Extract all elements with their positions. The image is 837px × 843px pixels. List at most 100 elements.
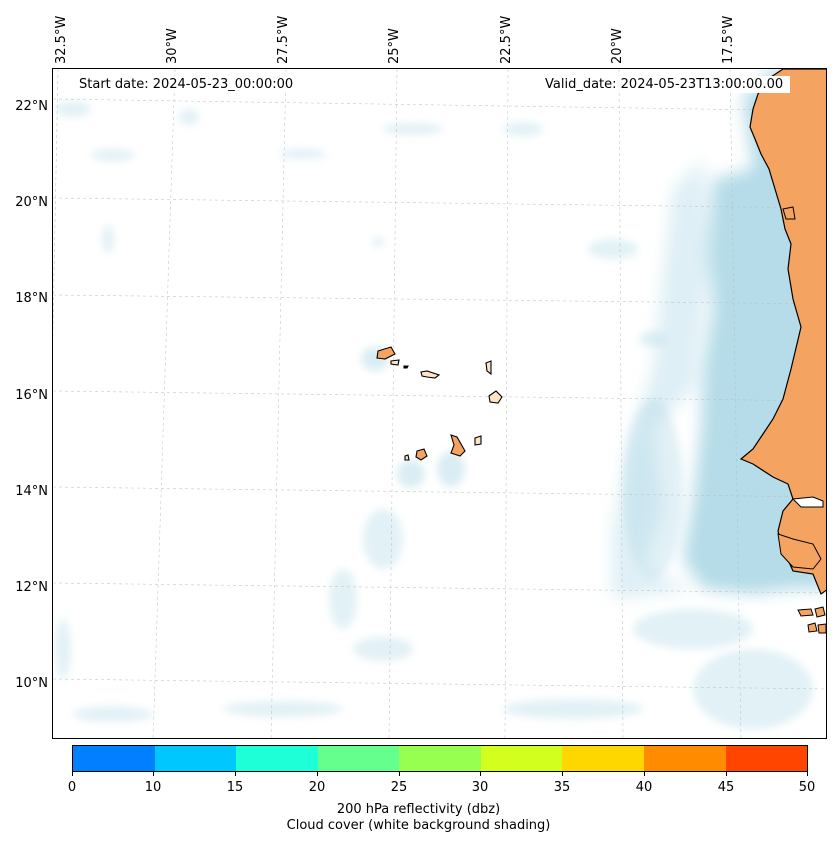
bijagos-island-2 — [814, 606, 826, 618]
colorbar-tickmark — [562, 772, 563, 776]
island-fogo — [415, 448, 428, 461]
reflectivity-colorbar — [72, 745, 808, 772]
grid-line-lon-27-5 — [270, 69, 287, 738]
grid-line-lon-30 — [152, 69, 176, 738]
cloud-patch — [588, 239, 638, 259]
colorbar-tick-10: 10 — [144, 780, 162, 795]
colorbar-tick-40: 40 — [635, 780, 653, 795]
colorbar-tick-25: 25 — [390, 780, 408, 795]
bijagos-island-4 — [817, 623, 826, 634]
colorbar-tick-15: 15 — [226, 780, 244, 795]
lon-label-30w: 30°W — [165, 28, 180, 64]
colorbar-segment-20-25 — [317, 746, 400, 771]
lon-label-32-5w: 32.5°W — [54, 15, 69, 64]
colorbar-tick-30: 30 — [471, 780, 489, 795]
island-cloud-cover — [361, 347, 465, 488]
cloud-patch — [73, 706, 153, 722]
colorbar-segment-30-35 — [480, 746, 563, 771]
bijagos-island-1 — [797, 608, 814, 617]
colorbar-tick-50: 50 — [798, 780, 816, 795]
island-santa-luzia — [403, 365, 409, 369]
colorbar-tickmark — [480, 772, 481, 776]
cloud-patch — [55, 619, 71, 679]
colorbar-tickmark — [399, 772, 400, 776]
colorbar-tick-35: 35 — [553, 780, 571, 795]
grid-line-lon-20 — [618, 69, 624, 738]
cloud-patch — [279, 149, 327, 159]
island-sal — [485, 360, 492, 376]
lon-label-17-5w: 17.5°W — [721, 15, 736, 64]
cloud-patch — [372, 237, 384, 247]
lon-label-27-5w: 27.5°W — [276, 15, 291, 64]
cloud-patch — [353, 637, 413, 661]
colorbar-segment-35-40 — [562, 746, 644, 771]
lat-label-18n: 18°N — [15, 291, 48, 306]
cap-vert-peninsula — [782, 206, 796, 220]
colorbar-label-cloud-cover: Cloud cover (white background shading) — [286, 818, 551, 833]
cloud-patch — [329, 569, 357, 629]
island-brava — [404, 454, 410, 461]
lon-label-22-5w: 22.5°W — [499, 15, 514, 64]
island-boa-vista — [488, 390, 503, 404]
cloud-patch — [91, 149, 135, 161]
island-sao-vicente — [390, 359, 400, 366]
colorbar-segment-40-45 — [643, 746, 726, 771]
grid-line-lat-18 — [53, 294, 826, 305]
gambia-river — [791, 496, 824, 508]
lon-label-20w: 20°W — [610, 28, 625, 64]
valid-date-label: Valid_date: 2024-05-23T13:00:00.00 — [538, 76, 791, 93]
island-sao-nicolau — [420, 370, 441, 379]
colorbar-segment-45-50 — [725, 746, 808, 771]
lat-label-10n: 10°N — [15, 676, 48, 691]
cloud-patch — [102, 225, 114, 253]
cloud-patch — [179, 109, 199, 125]
cloud-patch — [383, 123, 443, 135]
lat-label-12n: 12°N — [15, 580, 48, 595]
grid-line-lon-17-5 — [729, 69, 742, 738]
cloud-band-shape-faint — [613, 159, 708, 599]
colorbar-tickmark — [72, 772, 73, 776]
colorbar-tickmark — [644, 772, 645, 776]
graticule — [53, 69, 826, 738]
guinea-bissau-coast-islands — [777, 533, 822, 570]
colorbar-tick-45: 45 — [717, 780, 735, 795]
grid-line-lat-20 — [53, 197, 826, 209]
colorbar-tickmark — [807, 772, 808, 776]
lat-label-22n: 22°N — [15, 99, 48, 114]
colorbar-tick-20: 20 — [308, 780, 326, 795]
lat-label-14n: 14°N — [15, 484, 48, 499]
cloud-patch — [397, 460, 425, 488]
grid-line-lon-25 — [388, 69, 398, 738]
cloud-patch — [55, 101, 91, 117]
map-panel[interactable] — [52, 68, 827, 739]
bijagos-island-3 — [807, 622, 818, 633]
lon-label-25w: 25°W — [387, 28, 402, 64]
cloud-patch — [223, 701, 343, 717]
map-canvas — [53, 69, 826, 738]
cloud-patch — [503, 122, 543, 136]
cloud-patch — [363, 509, 403, 569]
colorbar-tick-0: 0 — [67, 780, 77, 795]
colorbar-tickmark — [726, 772, 727, 776]
grid-line-lon-22-5 — [504, 69, 509, 738]
colorbar-segment-25-30 — [399, 746, 481, 771]
colorbar-segment-15-20 — [236, 746, 318, 771]
colorbar-label-reflectivity: 200 hPa reflectivity (dbz) — [336, 802, 501, 817]
lat-label-20n: 20°N — [15, 195, 48, 210]
cloud-patch — [633, 609, 753, 649]
start-date-label: Start date: 2024-05-23_00:00:00 — [72, 76, 301, 93]
colorbar-tickmark — [235, 772, 236, 776]
island-maio — [474, 435, 482, 446]
island-santo-antao — [376, 346, 396, 360]
lat-label-16n: 16°N — [15, 388, 48, 403]
colorbar-segment-10-15 — [154, 746, 237, 771]
cloud-patch — [437, 451, 465, 487]
cape-verde-islands — [376, 346, 503, 461]
colorbar-segment-0-10 — [73, 746, 155, 771]
island-santiago — [450, 434, 466, 457]
cloud-patch — [503, 699, 643, 719]
colorbar-tickmark — [317, 772, 318, 776]
colorbar-tickmark — [153, 772, 154, 776]
grid-line-lat-22 — [53, 98, 826, 112]
cloud-patch — [693, 649, 813, 729]
